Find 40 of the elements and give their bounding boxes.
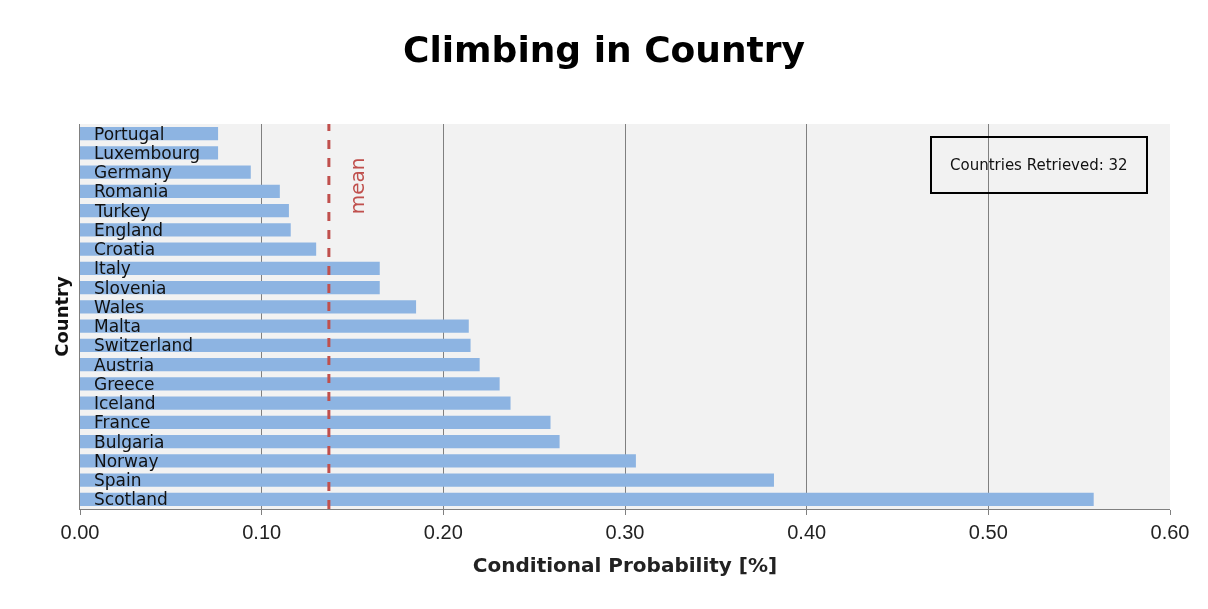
y-tick-label: Bulgaria [94,432,165,452]
x-tick-label: 0.30 [605,521,645,543]
y-tick-label: Malta [94,316,141,336]
chart-title: Climbing in Country [403,28,805,70]
y-tick-label: Luxembourg [94,143,200,163]
x-tick-label: 0.00 [60,521,100,543]
bar [80,319,469,333]
y-tick-label: Germany [94,162,173,182]
y-tick-label: France [94,412,151,432]
y-tick-label: Scotland [94,489,168,509]
y-tick-label: Spain [94,470,142,490]
y-tick-label: Croatia [94,239,156,259]
y-tick-label: Italy [94,258,131,278]
y-tick-label: England [94,220,164,240]
bar [80,492,1094,507]
y-axis-title: Country [51,276,73,357]
y-tick-label: Iceland [94,393,156,413]
bar [80,377,500,391]
annotation: Countries Retrieved: 32 [950,156,1128,174]
y-tick-label: Portugal [94,124,165,144]
y-tick-label: Switzerland [94,335,194,355]
x-tick-label: 0.50 [968,521,1008,543]
bar [80,415,551,430]
x-tick-label: 0.60 [1150,521,1190,543]
bar [80,261,380,276]
bar [80,300,417,314]
y-tick-label: Greece [94,374,155,394]
y-tick-label: Turkey [94,201,151,221]
x-tick-label: 0.40 [787,521,827,543]
y-tick-label: Romania [94,181,169,201]
x-tick-label: 0.20 [423,521,463,543]
y-tick-label: Norway [94,451,159,471]
y-tick-label: Slovenia [94,278,167,298]
y-tick-label: Austria [94,355,155,375]
x-axis-title: Conditional Probability [%] [472,552,778,577]
x-tick-label: 0.10 [242,521,282,543]
bar [80,396,511,410]
y-tick-label: Wales [94,297,145,317]
ref-line-label: mean [344,157,369,215]
bar [80,242,317,256]
